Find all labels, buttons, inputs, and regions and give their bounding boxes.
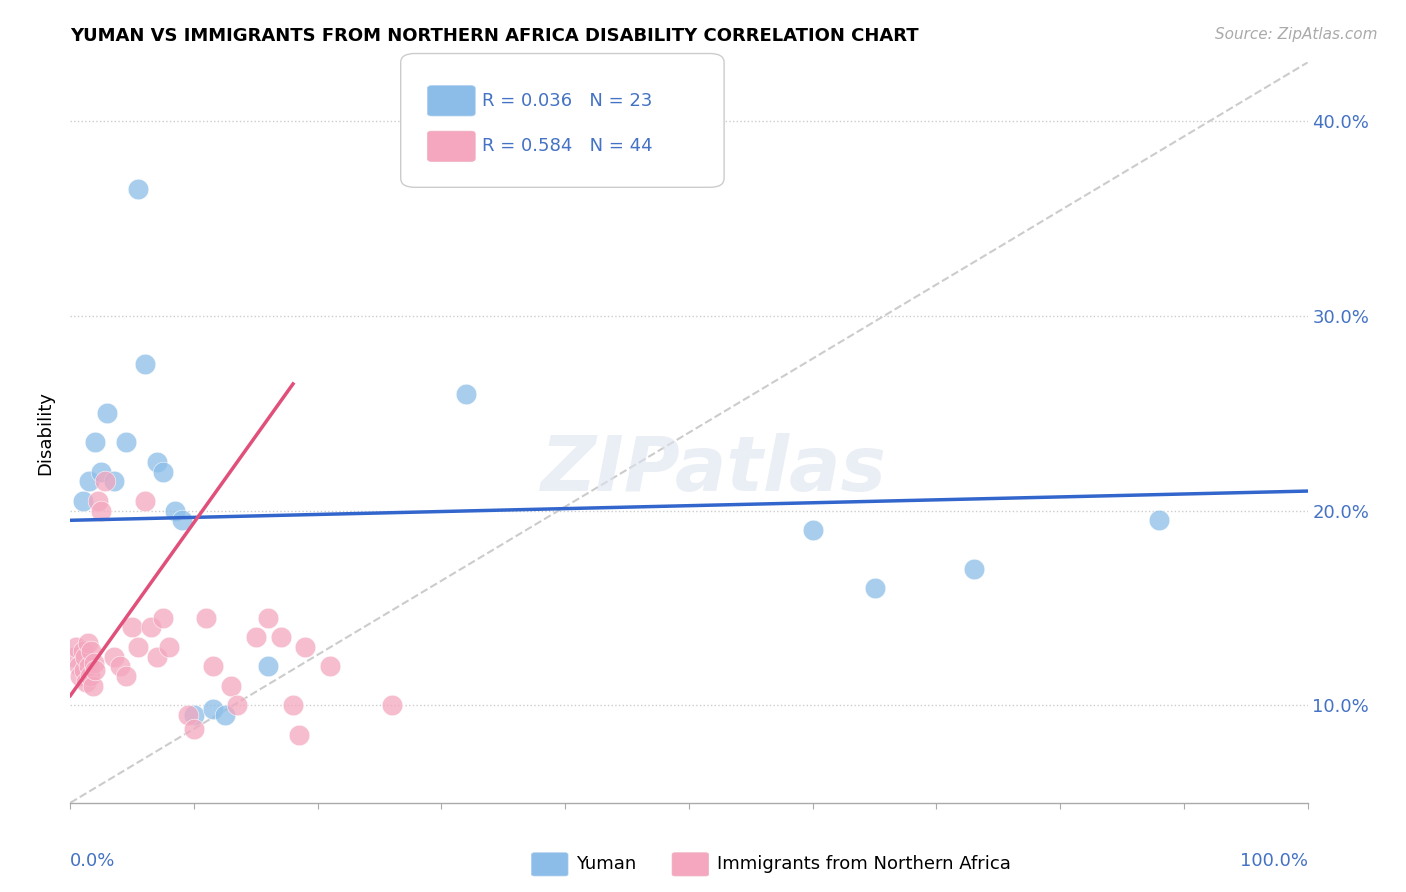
Point: [801, 523, 824, 537]
Point: [103, 649, 125, 664]
Point: [121, 620, 143, 634]
Point: [567, 143, 589, 157]
Point: [134, 493, 156, 508]
Point: [157, 640, 180, 654]
Point: [75, 675, 97, 690]
Point: [195, 611, 218, 625]
Point: [82, 679, 104, 693]
Point: [257, 611, 280, 625]
Point: [73, 663, 96, 677]
Point: [152, 611, 174, 625]
Point: [86, 493, 108, 508]
Point: [90, 465, 112, 479]
Point: [146, 455, 169, 469]
Point: [139, 620, 162, 634]
Point: [281, 698, 304, 713]
Point: [541, 95, 564, 109]
Point: [456, 386, 478, 401]
Text: Immigrants from Northern Africa: Immigrants from Northern Africa: [717, 855, 1011, 873]
Text: 100.0%: 100.0%: [1240, 852, 1308, 870]
Text: Source: ZipAtlas.com: Source: ZipAtlas.com: [1215, 27, 1378, 42]
Point: [201, 659, 224, 673]
Point: [177, 708, 200, 723]
Text: 0.0%: 0.0%: [70, 852, 115, 870]
Point: [134, 358, 156, 372]
Point: [529, 123, 551, 137]
Point: [257, 659, 280, 673]
Point: [288, 728, 311, 742]
Text: R = 0.036   N = 23: R = 0.036 N = 23: [482, 92, 652, 110]
Point: [75, 649, 97, 664]
Point: [84, 435, 107, 450]
Point: [65, 640, 87, 654]
Point: [1147, 513, 1170, 527]
Point: [67, 659, 90, 673]
Point: [72, 644, 94, 658]
Point: [270, 630, 292, 644]
Point: [76, 636, 98, 650]
Point: [170, 513, 193, 527]
Point: [127, 182, 149, 196]
Point: [165, 503, 187, 517]
Text: ZIPatlas: ZIPatlas: [541, 433, 887, 507]
Point: [90, 503, 112, 517]
Point: [245, 630, 267, 644]
Text: YUMAN VS IMMIGRANTS FROM NORTHERN AFRICA DISABILITY CORRELATION CHART: YUMAN VS IMMIGRANTS FROM NORTHERN AFRICA…: [70, 27, 920, 45]
Point: [381, 698, 404, 713]
Point: [863, 582, 886, 596]
Point: [72, 493, 94, 508]
Point: [96, 406, 118, 420]
Point: [108, 659, 131, 673]
Point: [294, 640, 316, 654]
Point: [214, 708, 236, 723]
Point: [63, 649, 86, 664]
Point: [77, 659, 100, 673]
Point: [94, 475, 117, 489]
Point: [146, 649, 169, 664]
Point: [84, 663, 107, 677]
Point: [127, 640, 149, 654]
Point: [319, 659, 342, 673]
Point: [103, 475, 125, 489]
Point: [183, 708, 205, 723]
Text: R = 0.584   N = 44: R = 0.584 N = 44: [482, 137, 652, 155]
Point: [115, 669, 138, 683]
Point: [226, 698, 249, 713]
Point: [183, 722, 205, 736]
Point: [77, 475, 100, 489]
Point: [219, 679, 242, 693]
Point: [80, 644, 103, 658]
Point: [201, 702, 224, 716]
Point: [115, 435, 138, 450]
Point: [962, 562, 984, 576]
Point: [79, 669, 101, 683]
Point: [83, 656, 105, 670]
Point: [152, 465, 174, 479]
Text: Yuman: Yuman: [576, 855, 637, 873]
Point: [69, 669, 91, 683]
Y-axis label: Disability: Disability: [37, 391, 55, 475]
